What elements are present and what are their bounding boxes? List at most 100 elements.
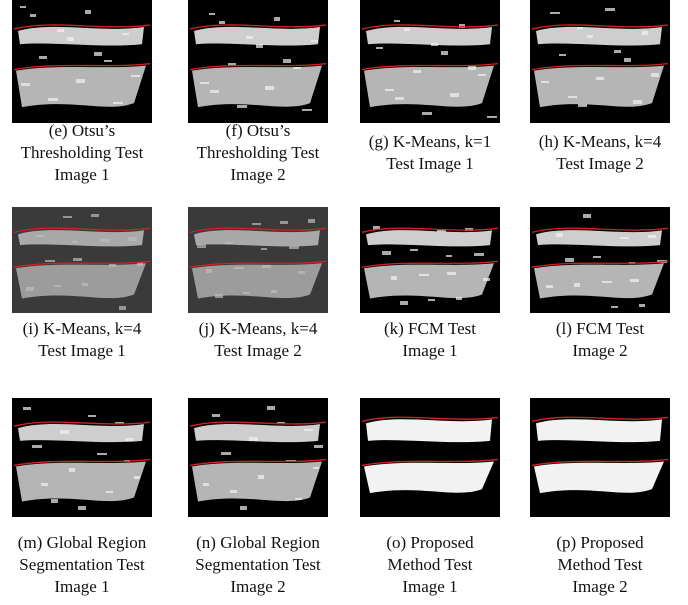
speckle xyxy=(128,237,137,241)
caption-line: (n) Global Region xyxy=(196,533,320,552)
speckle xyxy=(125,438,134,441)
upper-region xyxy=(366,27,492,46)
speckle xyxy=(100,239,110,242)
speckle xyxy=(283,59,291,63)
caption-line: (g) K-Means, k=1 xyxy=(369,132,491,151)
speckle xyxy=(215,294,223,298)
speckle xyxy=(295,498,302,500)
speckle xyxy=(72,241,78,243)
speckle xyxy=(428,299,435,301)
speckle xyxy=(265,86,274,90)
speckle xyxy=(483,278,490,281)
lower-region xyxy=(16,263,146,298)
image-background xyxy=(530,207,670,313)
caption-line: (f) Otsu’s xyxy=(226,121,291,140)
caption-line: Image 1 xyxy=(402,341,457,360)
image-background xyxy=(360,398,500,517)
panel-image xyxy=(188,0,328,123)
image-background xyxy=(530,398,670,517)
caption-line: Image 1 xyxy=(54,165,109,184)
caption-line: (k) FCM Test xyxy=(384,319,476,338)
image-background xyxy=(188,207,328,313)
panel-image xyxy=(360,0,500,123)
speckle xyxy=(611,306,618,308)
caption-line: (e) Otsu’s xyxy=(49,121,116,140)
speckle xyxy=(134,476,140,479)
speckle xyxy=(109,264,116,267)
speckle xyxy=(280,221,288,224)
upper-region xyxy=(18,27,144,46)
upper-region xyxy=(536,419,662,442)
speckle xyxy=(258,475,264,479)
speckle xyxy=(639,304,645,307)
panel-image xyxy=(188,398,328,517)
caption-line: (h) K-Means, k=4 xyxy=(539,132,662,151)
speckle xyxy=(234,267,244,269)
speckle xyxy=(60,430,69,434)
speckle xyxy=(441,51,448,55)
speckle xyxy=(293,67,301,69)
speckle xyxy=(78,506,86,510)
lower-region xyxy=(534,263,664,298)
upper-region xyxy=(366,230,492,246)
speckle xyxy=(633,100,642,104)
panel-image xyxy=(360,207,500,313)
panel-image xyxy=(530,207,670,313)
caption-line: Image 2 xyxy=(230,165,285,184)
speckle xyxy=(385,89,394,91)
speckle xyxy=(395,97,404,100)
speckle xyxy=(104,60,112,62)
speckle xyxy=(45,260,55,262)
lower-region xyxy=(534,66,664,108)
speckle xyxy=(261,248,267,250)
speckle xyxy=(267,406,275,410)
speckle xyxy=(550,12,560,14)
upper-region xyxy=(194,230,320,246)
speckle xyxy=(23,407,31,410)
speckle xyxy=(456,297,462,300)
speckle xyxy=(382,251,391,255)
speckle xyxy=(131,75,140,77)
speckle xyxy=(206,269,212,273)
speckle xyxy=(447,272,456,275)
speckle xyxy=(225,242,233,244)
speckle xyxy=(274,17,280,21)
speckle xyxy=(624,58,631,62)
speckle xyxy=(446,255,452,257)
speckle xyxy=(32,445,42,448)
speckle xyxy=(304,429,313,431)
speckle xyxy=(122,33,129,35)
panel-image xyxy=(188,207,328,313)
speckle xyxy=(289,246,299,249)
speckle xyxy=(243,292,250,294)
speckle xyxy=(568,96,577,98)
speckle xyxy=(577,27,583,29)
panel-image xyxy=(12,207,152,313)
speckle xyxy=(593,256,601,258)
speckle xyxy=(565,258,574,262)
speckle xyxy=(298,271,305,274)
speckle xyxy=(113,102,123,104)
image-background xyxy=(360,207,500,313)
speckle xyxy=(69,468,75,472)
lower-region xyxy=(534,461,664,493)
speckle xyxy=(474,253,484,256)
speckle xyxy=(630,279,639,282)
speckle xyxy=(487,116,497,118)
speckle xyxy=(209,13,215,15)
speckle xyxy=(41,483,48,486)
speckle xyxy=(311,40,318,42)
caption-line: Segmentation Test xyxy=(19,555,145,574)
speckle xyxy=(602,281,612,283)
panel-image xyxy=(12,0,152,123)
speckle xyxy=(313,467,319,469)
panel-image xyxy=(360,398,500,517)
caption-line: Test Image 1 xyxy=(38,341,126,360)
speckle xyxy=(556,233,563,237)
caption-line: Image 2 xyxy=(230,577,285,596)
figure: (e) Otsu’sThresholding TestImage 1(f) Ot… xyxy=(0,0,688,605)
speckle xyxy=(620,237,629,239)
speckle xyxy=(20,6,26,8)
speckle xyxy=(76,79,85,83)
speckle xyxy=(26,287,34,291)
